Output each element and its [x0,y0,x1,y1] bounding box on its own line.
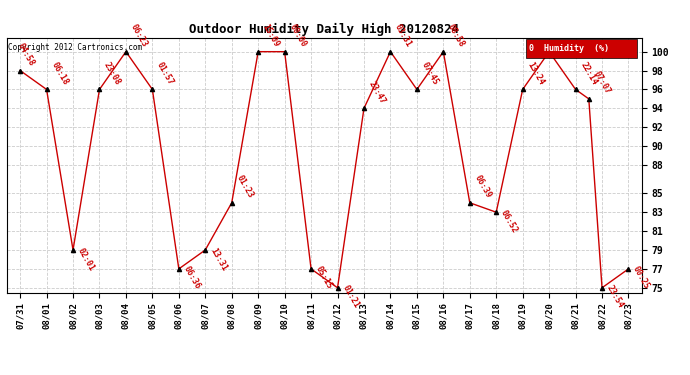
Text: 13:24: 13:24 [526,60,546,87]
Bar [526,39,638,58]
Text: 23:47: 23:47 [367,80,387,105]
Text: 02:01: 02:01 [76,246,96,272]
Text: 06:39: 06:39 [473,174,493,200]
Text: 01:21: 01:21 [340,284,361,310]
Text: 00:00: 00:00 [288,23,308,49]
Text: 0  Humidity  (%): 0 Humidity (%) [529,44,609,53]
Text: 07:07: 07:07 [591,70,612,96]
Text: 15:09: 15:09 [261,23,282,49]
Text: 08:58: 08:58 [446,23,466,49]
Text: 03:31: 03:31 [393,23,413,49]
Text: 23:08: 23:08 [102,60,123,87]
Text: 06:36: 06:36 [181,265,202,291]
Text: Copyright 2012 Cartronics.com: Copyright 2012 Cartronics.com [8,43,142,52]
Text: 13:31: 13:31 [208,246,228,272]
Text: 01:57: 01:57 [155,60,175,87]
Text: 05:15: 05:15 [314,265,334,291]
Title: Outdoor Humidity Daily High 20120824: Outdoor Humidity Daily High 20120824 [189,23,460,36]
Text: 01:23: 01:23 [235,174,255,200]
Text: 22:14: 22:14 [578,60,599,87]
Text: 0: 0 [552,40,557,49]
Text: 04:58: 04:58 [16,42,37,68]
Text: 00:25: 00:25 [631,265,651,291]
Text: 23:54: 23:54 [605,284,625,310]
Text: 06:52: 06:52 [499,208,520,234]
Text: 06:23: 06:23 [129,23,149,49]
Text: 07:45: 07:45 [420,60,440,87]
Text: 06:18: 06:18 [50,60,70,87]
